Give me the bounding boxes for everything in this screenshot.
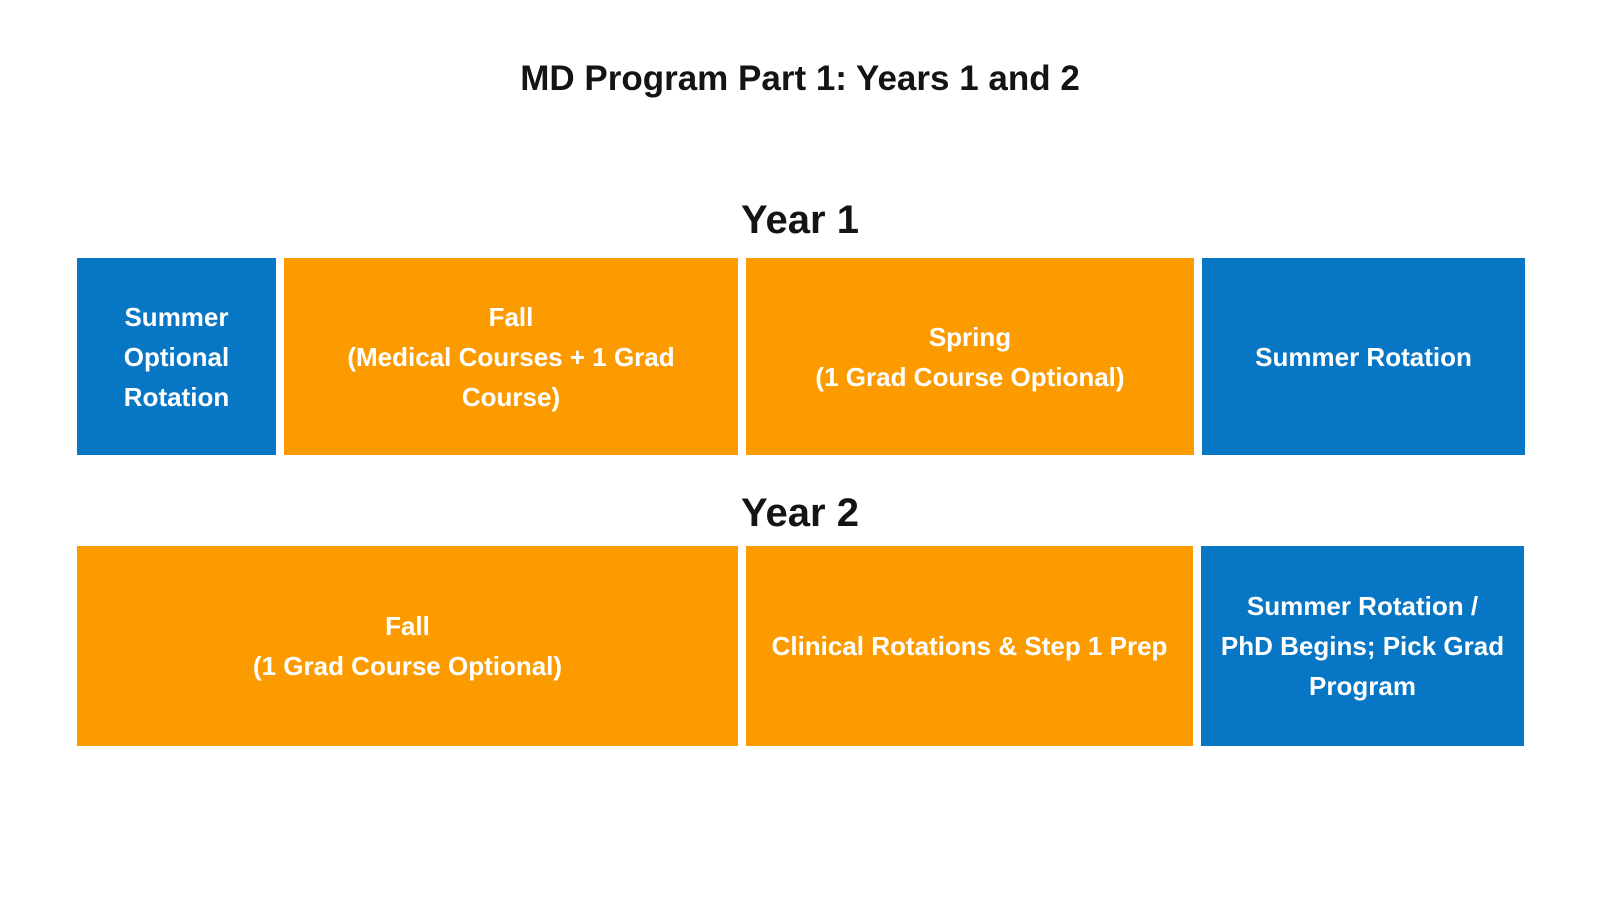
year-2-row: Fall (1 Grad Course Optional) Clinical R… [77,546,1524,746]
page-title: MD Program Part 1: Years 1 and 2 [520,59,1080,98]
block-summer-optional-rotation-label: Summer Optional Rotation [123,301,230,412]
block-fall-grad-course-optional: Fall (1 Grad Course Optional) [77,546,738,746]
block-spring-grad-course-optional: Spring (1 Grad Course Optional) [746,258,1194,455]
year-2-heading: Year 2 [741,491,859,535]
year-1-row: Summer Optional Rotation Fall (Medical C… [77,258,1525,455]
block-summer-rotation-label: Summer Rotation [1255,341,1472,372]
block-summer-rotation-phd-begins: Summer Rotation / PhD Begins; Pick Grad … [1201,546,1524,746]
block-clinical-rotations-step1-prep: Clinical Rotations & Step 1 Prep [746,546,1193,746]
block-fall-medical-courses: Fall (Medical Courses + 1 Grad Course) [284,258,738,455]
block-summer-rotation: Summer Rotation [1202,258,1525,455]
year-1-heading: Year 1 [741,198,859,242]
block-spring-grad-course-optional-label: Spring (1 Grad Course Optional) [815,321,1125,392]
block-clinical-rotations-step1-prep-label: Clinical Rotations & Step 1 Prep [771,631,1168,661]
block-fall-medical-courses-label: Fall (Medical Courses + 1 Grad Course) [347,301,675,412]
block-summer-rotation-phd-begins-label: Summer Rotation / PhD Begins; Pick Grad … [1220,591,1505,701]
block-fall-grad-course-optional-label: Fall (1 Grad Course Optional) [252,611,563,681]
block-summer-optional-rotation: Summer Optional Rotation [77,258,276,455]
